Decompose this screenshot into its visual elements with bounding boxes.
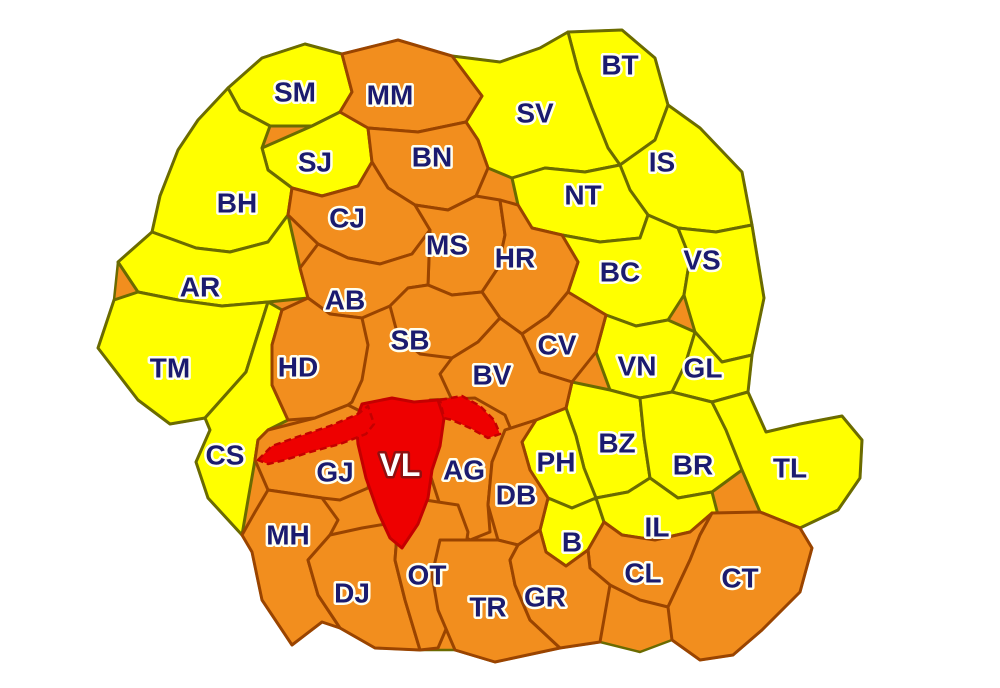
county-label-nt: NT [564, 180, 601, 211]
county-label-cj: CJ [329, 203, 365, 234]
county-label-db: DB [496, 480, 536, 511]
county-label-cv: CV [538, 330, 577, 361]
county-label-cs: CS [206, 440, 245, 471]
county-label-sj: SJ [298, 147, 332, 178]
county-label-vs: VS [683, 245, 720, 276]
county-label-tr: TR [469, 592, 506, 623]
county-label-ar: AR [180, 272, 220, 303]
county-label-gr: GR [524, 582, 566, 613]
county-label-gj: GJ [316, 457, 353, 488]
county-label-ph: PH [537, 447, 576, 478]
county-label-bt: BT [601, 50, 638, 81]
red-warning-strip-west [256, 404, 376, 466]
county-label-bn: BN [412, 142, 452, 173]
county-label-vn: VN [618, 351, 657, 382]
county-label-sv: SV [516, 98, 554, 129]
county-label-mm: MM [367, 80, 414, 111]
county-label-ct: CT [721, 563, 758, 594]
county-label-dj: DJ [334, 578, 370, 609]
county-ct-region[interactable] [666, 510, 814, 662]
county-label-sb: SB [391, 325, 430, 356]
county-label-ms: MS [426, 230, 468, 261]
county-label-bc: BC [600, 257, 640, 288]
county-label-ot: OT [408, 560, 447, 591]
county-label-ag: AG [443, 455, 485, 486]
county-label-cl: CL [624, 558, 661, 589]
warning-zone-dashed-boundary-center [517, 351, 597, 547]
county-label-ab: AB [325, 285, 365, 316]
county-label-vl: VL [380, 447, 421, 483]
county-vl-region[interactable] [354, 396, 446, 550]
county-label-b: B [562, 527, 582, 558]
county-label-tm: TM [150, 353, 190, 384]
county-label-bz: BZ [598, 428, 635, 459]
county-label-mh: MH [266, 520, 310, 551]
county-br-region[interactable] [638, 390, 744, 500]
county-label-hd: HD [278, 352, 318, 383]
county-label-hr: HR [495, 243, 535, 274]
county-label-il: IL [645, 512, 670, 543]
county-label-sm: SM [274, 77, 316, 108]
county-label-is: IS [649, 147, 675, 178]
county-label-bv: BV [473, 360, 512, 391]
county-mh-region[interactable] [240, 488, 342, 647]
county-tl-region[interactable] [710, 390, 864, 530]
county-label-tl: TL [773, 453, 807, 484]
red-warning-strip-east [438, 394, 502, 440]
county-label-bh: BH [217, 188, 257, 219]
warning-zone-dashed-boundary-bucharest [545, 548, 589, 568]
county-label-br: BR [673, 450, 713, 481]
warning-zone-dashed-boundary-south-east [603, 512, 713, 542]
county-label-gl: GL [684, 353, 723, 384]
